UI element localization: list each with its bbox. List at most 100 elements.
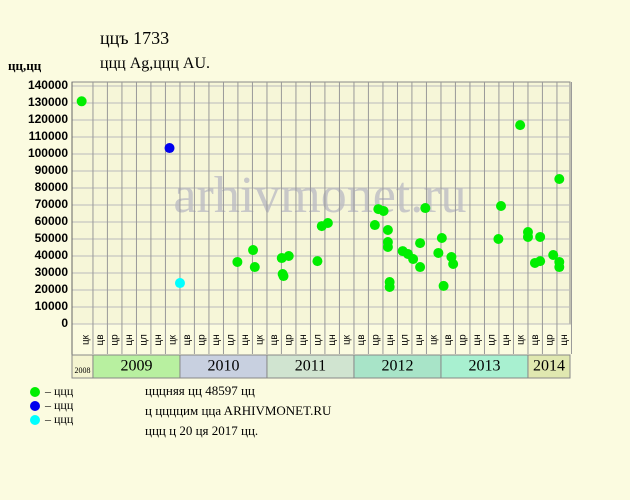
year-label: 2009 [120, 358, 152, 375]
x-tick-label: цн [211, 334, 222, 345]
note: ц ццццим ццa ARHIVMONET.RU [145, 403, 332, 418]
y-tick-label: 140000 [28, 78, 68, 92]
y-tick-label: 100000 [28, 146, 68, 160]
x-tick-label: цн [153, 334, 164, 345]
watermark: arhivmonet.ru [173, 167, 466, 224]
year-label: 2008 [74, 366, 90, 375]
point [420, 203, 431, 214]
x-tick-label: цк [428, 334, 439, 345]
x-tick-label: цл [138, 334, 149, 346]
point [76, 96, 87, 107]
point [378, 205, 389, 216]
point [408, 254, 419, 265]
point [322, 218, 333, 229]
x-tick-label: цв [95, 334, 106, 345]
point [312, 256, 323, 267]
y-tick-label: 80000 [35, 180, 69, 194]
y-tick-label: 10000 [35, 299, 69, 313]
legend-label: – ццц [44, 384, 74, 398]
point [382, 224, 393, 235]
x-tick-label: цр [544, 334, 555, 346]
y-tick-label: 90000 [35, 163, 69, 177]
x-tick-label: цв [182, 334, 193, 345]
year-band [527, 354, 571, 379]
point [448, 258, 459, 269]
plot-area [71, 81, 571, 325]
x-tick-label: цв [269, 334, 280, 345]
x-tick-label: цр [370, 334, 381, 346]
legend-marker [30, 387, 40, 397]
point [515, 120, 526, 131]
x-tick-label: цн [385, 334, 396, 345]
point [415, 238, 426, 249]
x-tick-label: цл [399, 334, 410, 346]
note: цццняя цц 48597 цц [145, 383, 255, 398]
x-tick-label: цв [356, 334, 367, 345]
point [554, 262, 565, 273]
legend-marker [30, 401, 40, 411]
year-label: 2011 [295, 358, 326, 375]
x-tick-label: цк [167, 334, 178, 345]
x-tick-label: цл [486, 334, 497, 346]
point [369, 220, 380, 231]
chart-title: ццъ 1733 [100, 28, 169, 48]
y-tick-label: 20000 [35, 282, 69, 296]
legend-marker [30, 415, 40, 425]
x-tick-label: цн [298, 334, 309, 345]
x-tick-label: цн [501, 334, 512, 345]
x-tick-label: цл [312, 334, 323, 346]
point [249, 262, 260, 273]
legend-label: – ццц [44, 412, 74, 426]
y-tick-label: 60000 [35, 214, 69, 228]
x-tick-label: цн [240, 334, 251, 345]
x-tick-label: цн [124, 334, 135, 345]
point [535, 256, 546, 267]
y-tick-label: 110000 [29, 129, 69, 143]
y-tick-label: 130000 [28, 95, 68, 109]
y-tick-label: 70000 [35, 197, 69, 211]
point [433, 247, 444, 258]
x-tick-label: цк [80, 334, 91, 345]
point [522, 231, 533, 242]
point [415, 262, 426, 273]
point [554, 173, 565, 184]
point [232, 256, 243, 267]
x-tick-label: цк [254, 334, 265, 345]
year-label: 2012 [381, 358, 413, 375]
year-label: 2010 [207, 358, 239, 375]
y-axis-label: цц,цц [8, 58, 42, 73]
y-tick-label: 0 [61, 316, 68, 330]
point [493, 234, 504, 244]
point [438, 280, 449, 291]
x-tick-label: цр [457, 334, 468, 346]
y-tick-label: 50000 [35, 231, 69, 245]
x-tick-label: цн [414, 334, 425, 345]
x-tick-label: цн [327, 334, 338, 345]
x-tick-label: цр [196, 334, 207, 346]
point [384, 281, 395, 292]
x-tick-label: цн [472, 334, 483, 345]
point [548, 249, 559, 260]
point [174, 278, 185, 289]
point [382, 241, 393, 252]
point [277, 269, 288, 280]
year-label: 2013 [468, 358, 500, 375]
y-tick-label: 40000 [35, 248, 69, 262]
x-tick-label: цв [443, 334, 454, 345]
chart-subtitle: ццц Ag,ццц AU. [100, 55, 210, 72]
point [436, 232, 447, 243]
x-tick-label: цн [559, 334, 570, 345]
y-tick-label: 120000 [28, 112, 68, 126]
x-tick-label: цр [109, 334, 120, 346]
x-tick-label: цк [515, 334, 526, 345]
point [248, 245, 259, 256]
year-label: 2014 [533, 358, 565, 375]
x-tick-label: цв [530, 334, 541, 345]
x-tick-label: цк [341, 334, 352, 345]
point [283, 251, 294, 261]
point [535, 231, 546, 242]
point [164, 143, 175, 154]
legend-label: – ццц [44, 398, 74, 412]
note: ццц ц 20 ця 2017 цц. [145, 423, 258, 438]
